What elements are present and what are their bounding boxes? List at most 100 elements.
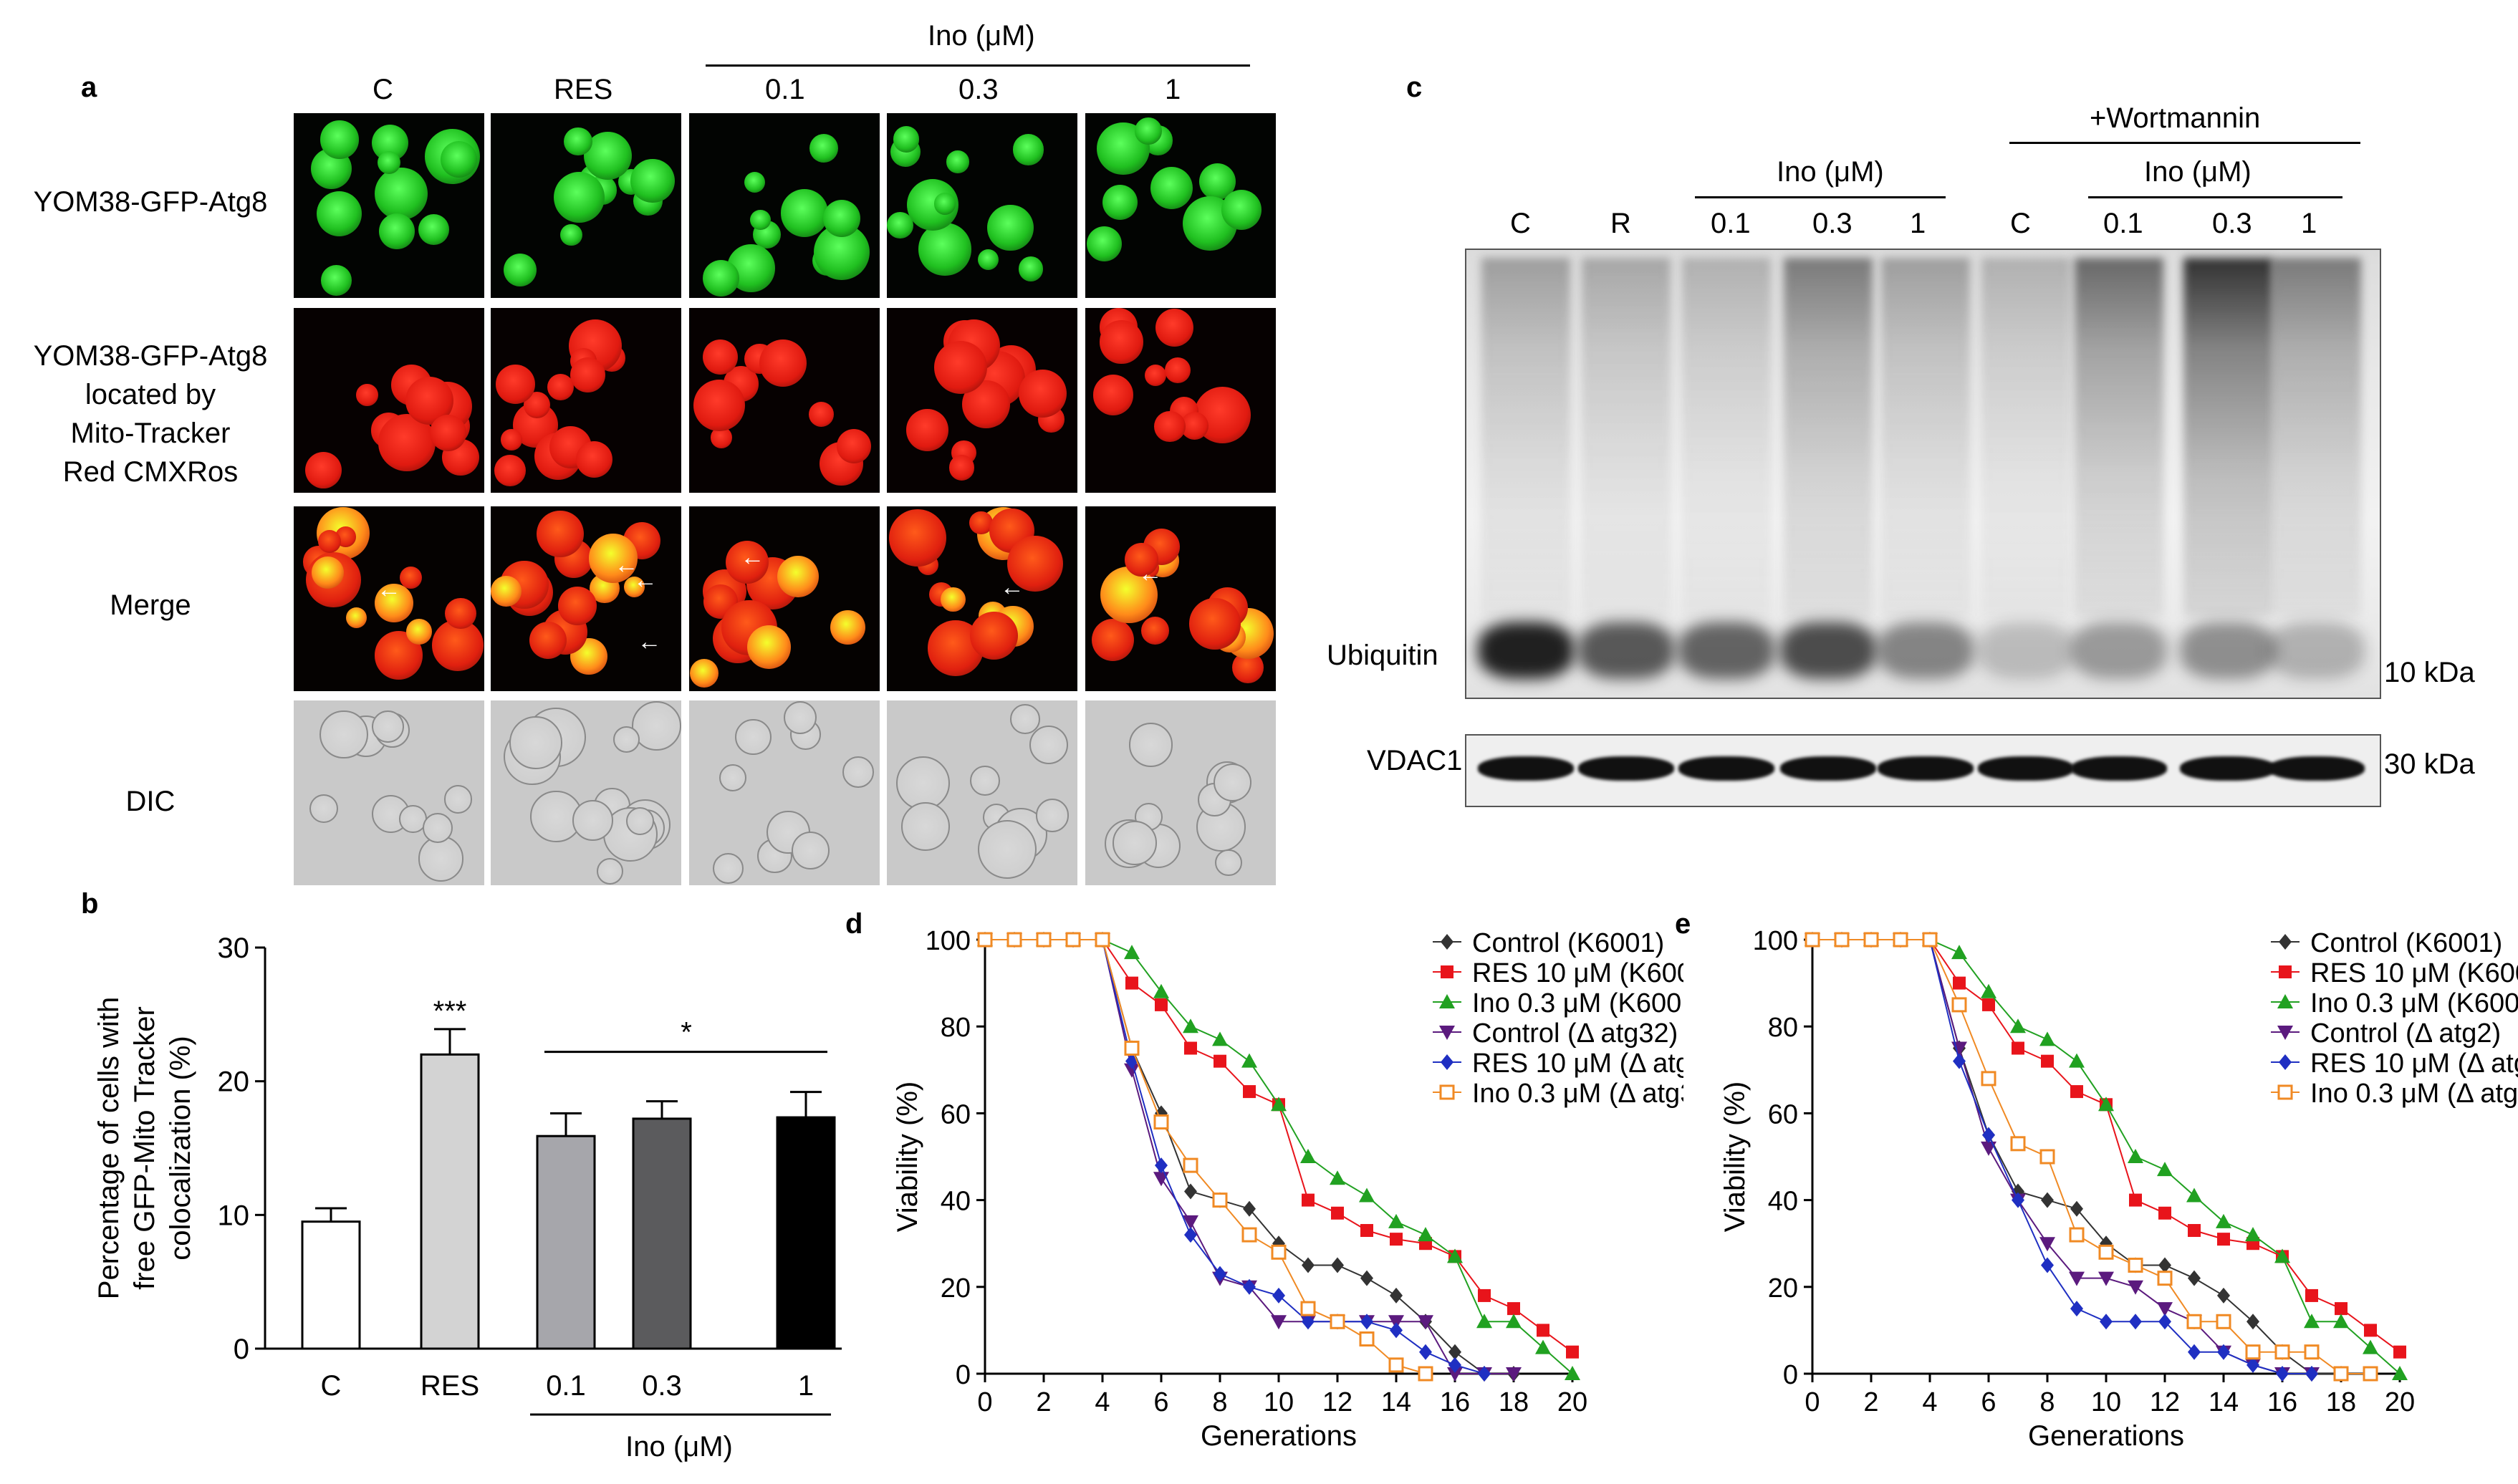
yeast-cell — [837, 428, 872, 463]
ubiquitin-band — [1578, 622, 1674, 679]
e-x-axis-label: Generations — [2028, 1420, 2184, 1452]
d-marker-diamond — [1243, 1200, 1256, 1217]
e-marker-square — [1953, 976, 1966, 990]
d-x-tick-label: 0 — [977, 1387, 992, 1417]
e-series — [1805, 932, 2378, 1382]
d-marker-square — [1155, 998, 1168, 1011]
e-marker-diamond — [2279, 1054, 2292, 1070]
vdac1-band — [2269, 756, 2365, 781]
d-y-tick-label: 0 — [956, 1360, 971, 1390]
e-marker-triangle-down — [2277, 1026, 2293, 1040]
d-marker-open-square — [1183, 1157, 1198, 1173]
e-marker-square — [2393, 1345, 2406, 1359]
yeast-cell — [969, 511, 994, 535]
b-y-tick-label: 20 — [218, 1066, 250, 1098]
e-legend-label: Control (K6001) — [2310, 928, 2502, 958]
yeast-cell — [1010, 704, 1040, 735]
d-legend-label: Control (K6001) — [1472, 928, 1664, 958]
d-marker-diamond — [1243, 1278, 1256, 1295]
e-x-tick-label: 6 — [1981, 1387, 1996, 1417]
b-y-axis-label-line: colocalization (%) — [165, 1036, 196, 1260]
yeast-cell — [1150, 166, 1193, 210]
e-x-tick-label: 18 — [2326, 1387, 2356, 1417]
d-marker-open-square — [1271, 1244, 1287, 1260]
ubiquitin-size-label: 10 kDa — [2384, 657, 2475, 688]
yeast-cell — [494, 454, 527, 487]
yeast-cell — [970, 766, 1001, 796]
yeast-cell — [969, 611, 1019, 660]
d-marker-diamond — [1441, 934, 1453, 950]
d-marker-triangle-down — [1183, 1215, 1198, 1230]
e-marker-diamond — [2279, 934, 2292, 950]
e-marker-triangle-down — [2157, 1302, 2173, 1317]
yeast-cell — [1124, 543, 1158, 577]
d-marker-diamond — [1272, 1287, 1285, 1304]
yeast-cell — [1155, 308, 1193, 347]
d-marker-triangle — [1212, 1031, 1228, 1046]
e-marker-square — [2012, 1041, 2024, 1055]
yeast-cell — [809, 402, 835, 428]
e-marker-triangle-down — [2069, 1271, 2085, 1286]
d-marker-open-square — [1418, 1366, 1433, 1382]
row-label-merge: Merge — [110, 589, 191, 621]
e-marker-diamond — [2188, 1344, 2201, 1360]
d-series-line — [985, 939, 1485, 1374]
e-marker-open-square — [2098, 1244, 2114, 1260]
d-marker-triangle-down — [1124, 1063, 1140, 1078]
panel-c-letter: c — [1406, 72, 1423, 103]
e-marker-open-square — [2304, 1344, 2320, 1360]
e-marker-triangle — [2392, 1366, 2408, 1380]
e-marker-triangle — [2098, 1097, 2114, 1112]
micrograph-green-2 — [491, 113, 681, 298]
e-legend-label: Ino 0.3 μM (Δ atg2) — [2310, 1079, 2518, 1109]
d-x-tick-label: 14 — [1381, 1387, 1411, 1417]
yeast-cell — [1102, 184, 1138, 220]
micrograph-merge-3: ← — [689, 506, 880, 691]
e-marker-triangle — [2304, 1314, 2320, 1329]
yeast-cell — [780, 188, 829, 237]
yeast-cell — [1006, 536, 1063, 592]
d-marker-open-square — [1300, 1301, 1316, 1316]
yeast-cell — [784, 700, 817, 734]
d-legend-label: RES 10 μM (Δ atg32) — [1472, 1049, 1683, 1079]
lane-label: 0.1 — [1711, 208, 1751, 239]
d-marker-triangle — [1330, 1170, 1345, 1185]
yeast-cell — [702, 339, 739, 375]
yeast-cell — [1154, 410, 1186, 443]
wortmannin-line — [2009, 142, 2360, 144]
d-marker-open-square — [977, 932, 993, 948]
yeast-cell — [441, 141, 478, 178]
e-x-tick-label: 14 — [2209, 1387, 2239, 1417]
d-marker-square — [1243, 1085, 1256, 1099]
e-marker-triangle — [2216, 1213, 2231, 1228]
d-marker-square — [1478, 1288, 1491, 1302]
e-marker-square — [2279, 965, 2292, 978]
e-x-tick-label: 4 — [1922, 1387, 1937, 1417]
vdac1-size-label: 30 kDa — [2384, 748, 2475, 780]
yeast-cell — [830, 610, 865, 645]
e-marker-triangle-down — [2039, 1237, 2055, 1252]
b-x-tick-label: RES — [421, 1370, 479, 1402]
d-marker-open-square — [1006, 932, 1022, 948]
e-marker-square — [2158, 1206, 2171, 1220]
e-x-tick-label: 8 — [2039, 1387, 2055, 1417]
d-series-line — [985, 939, 1514, 1374]
yeast-cell — [496, 365, 536, 404]
yeast-cell — [443, 785, 473, 814]
d-marker-open-square — [1095, 932, 1110, 948]
e-marker-open-square — [1893, 932, 1908, 948]
d-marker-triangle-down — [1418, 1315, 1433, 1330]
d-marker-triangle — [1359, 1187, 1375, 1203]
ubiquitin-band — [2269, 622, 2365, 679]
d-y-tick-label: 60 — [941, 1099, 971, 1129]
d-x-tick-label: 6 — [1153, 1387, 1168, 1417]
d-marker-open-square — [1439, 1084, 1455, 1100]
micrograph-merge-2: ← ← ← — [491, 506, 681, 691]
e-marker-triangle — [2245, 1227, 2261, 1242]
d-marker-square — [1214, 1054, 1226, 1068]
yeast-cell — [553, 171, 605, 223]
d-marker-triangle-down — [1439, 1026, 1455, 1040]
ubiquitin-band-label: Ubiquitin — [1327, 640, 1438, 671]
panel-b-letter: b — [81, 888, 99, 920]
ubiquitin-smear — [2075, 258, 2163, 616]
